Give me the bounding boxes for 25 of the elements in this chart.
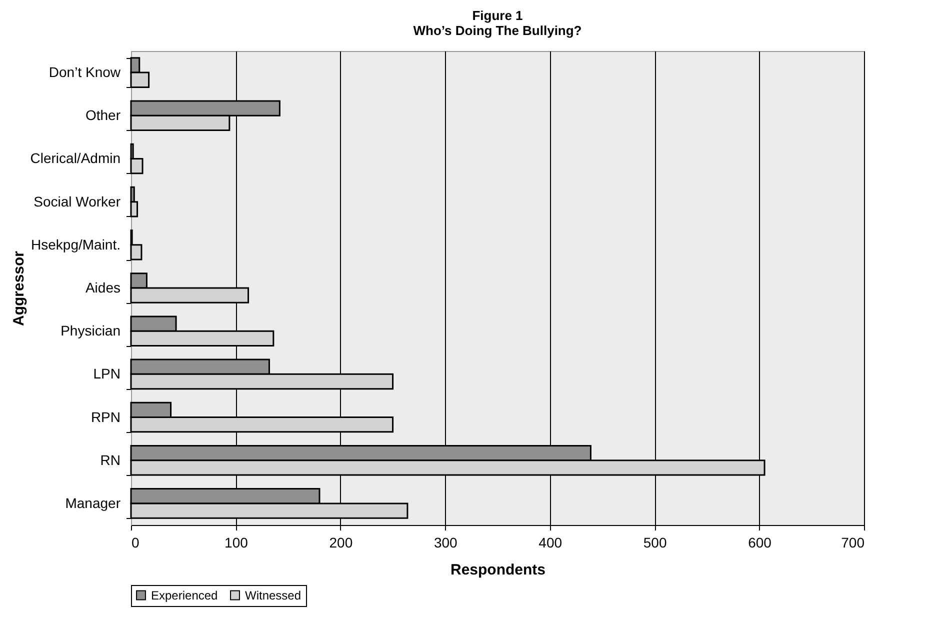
y-tick-label: Clerical/Admin <box>30 150 120 166</box>
y-tick-label: Other <box>85 107 121 124</box>
y-tick-label: Social Worker <box>34 193 121 210</box>
y-tick-label: Hsekpg/Maint. <box>31 236 120 252</box>
x-tick-label: 100 <box>224 534 248 550</box>
x-tick-label: 200 <box>329 534 353 550</box>
chart-subtitle: Who’s Doing The Bullying? <box>413 23 582 38</box>
x-tick-label: 600 <box>748 534 772 550</box>
x-tick-label: 700 <box>841 534 865 550</box>
y-tick-label: RN <box>100 452 120 468</box>
y-tick-label: Manager <box>65 494 121 511</box>
y-tick-label: LPN <box>93 366 120 382</box>
y-axis-title: Aggressor <box>10 250 28 326</box>
x-tick-label: 300 <box>434 534 458 550</box>
x-tick-label: 0 <box>132 534 140 550</box>
y-tick-label: Physician <box>60 322 120 339</box>
y-tick-label: Aides <box>85 280 120 296</box>
legend-label: Experienced <box>151 588 218 602</box>
y-tick-label: Don’t Know <box>48 64 122 80</box>
x-tick-label: 400 <box>538 534 562 550</box>
chart-title: Figure 1 <box>472 8 523 23</box>
x-axis-title: Respondents <box>450 562 546 578</box>
legend-label: Witnessed <box>245 588 302 602</box>
y-tick-label: RPN <box>90 408 120 425</box>
x-tick-label: 500 <box>643 534 667 550</box>
